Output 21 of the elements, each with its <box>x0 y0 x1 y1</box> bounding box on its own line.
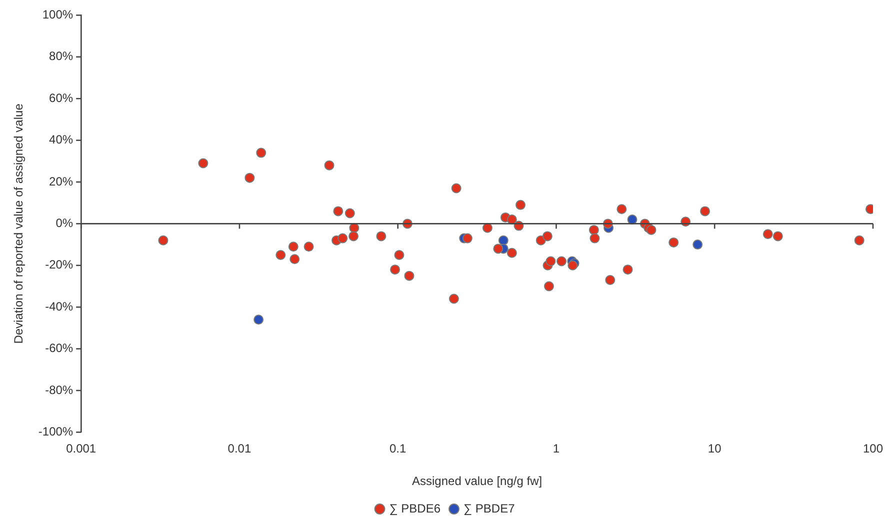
x-tick-label: 100 <box>862 442 884 456</box>
y-tick-label: -100% <box>38 424 74 439</box>
x-tick-label: 1 <box>552 442 560 456</box>
x-tick-label: 10 <box>708 442 722 456</box>
x-tick-label: 0.01 <box>228 442 252 456</box>
x-tick-label: 0.1 <box>390 442 407 456</box>
y-tick-label: 40% <box>49 132 74 147</box>
y-tick-label: -60% <box>45 341 74 356</box>
y-tick-label: -20% <box>45 258 74 272</box>
x-tick-label: 0.001 <box>66 442 96 456</box>
x-axis-title: Assigned value [ng/g fw] <box>412 474 542 488</box>
y-tick-label: 20% <box>49 174 74 188</box>
y-tick-label: -40% <box>45 299 74 314</box>
y-tick-label: -80% <box>45 382 74 397</box>
legend-label: ∑ PBDE7 <box>464 501 516 516</box>
y-axis-title: Deviation of reported value of assigned value <box>12 103 26 344</box>
legend-label: ∑ PBDE6 <box>389 501 441 516</box>
y-tick-label: 60% <box>49 90 74 105</box>
y-tick-label: 0% <box>56 216 74 230</box>
y-tick-label: 100% <box>42 8 74 22</box>
y-tick-label: 80% <box>49 49 74 64</box>
